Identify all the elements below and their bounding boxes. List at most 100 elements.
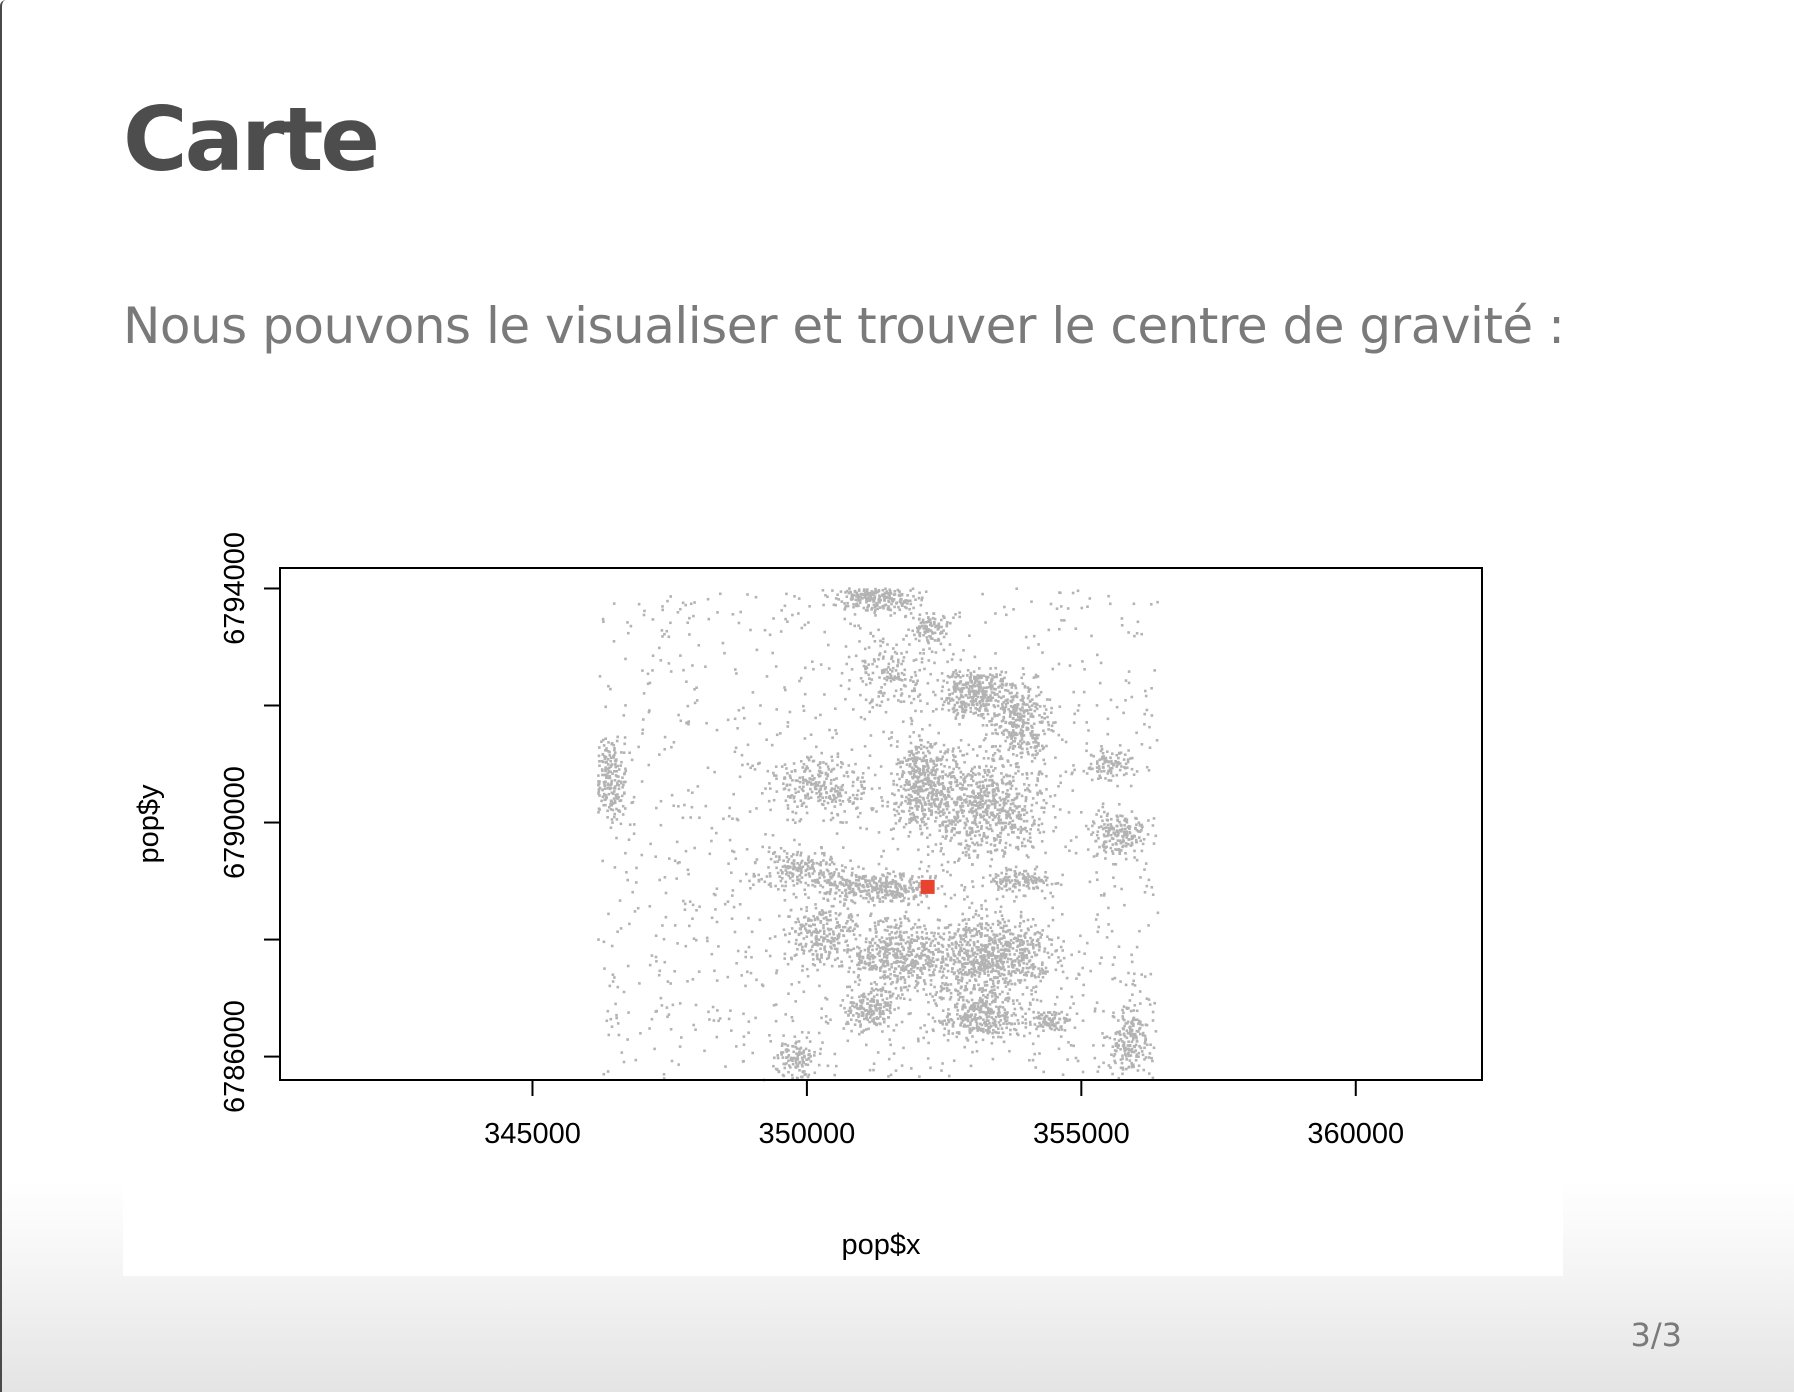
population-point <box>922 621 926 624</box>
population-point <box>890 602 893 606</box>
population-point <box>994 941 998 945</box>
population-point <box>987 827 990 831</box>
population-point <box>944 750 947 753</box>
population-point <box>996 976 999 979</box>
population-point <box>973 927 976 931</box>
population-point <box>1015 846 1018 849</box>
population-point <box>879 1015 882 1018</box>
population-point <box>1015 706 1018 709</box>
population-point <box>828 892 832 896</box>
population-point <box>945 697 949 700</box>
population-point <box>1001 990 1004 994</box>
population-point <box>982 775 985 778</box>
population-point <box>885 1008 889 1012</box>
population-point <box>1000 778 1004 782</box>
population-point <box>891 892 895 895</box>
population-point <box>995 723 998 726</box>
population-point <box>1010 736 1014 739</box>
population-point <box>956 1002 959 1006</box>
population-point <box>961 919 965 922</box>
population-point <box>1035 943 1038 947</box>
population-point <box>931 964 934 967</box>
population-point <box>1022 884 1025 887</box>
population-point <box>1021 682 1025 685</box>
population-point <box>1038 720 1042 724</box>
population-point <box>1010 731 1013 734</box>
population-point <box>815 937 819 941</box>
population-point <box>945 834 948 838</box>
population-point <box>1033 733 1036 737</box>
population-point <box>1002 775 1006 779</box>
population-point <box>997 970 1000 973</box>
population-point <box>967 848 970 851</box>
population-point <box>906 802 910 805</box>
population-point <box>979 1006 983 1009</box>
population-point <box>905 930 908 934</box>
population-point <box>875 1023 878 1027</box>
population-point <box>965 850 968 854</box>
population-point <box>970 949 974 953</box>
population-point <box>1006 759 1010 762</box>
population-point <box>912 813 915 817</box>
population-point <box>924 590 928 593</box>
population-point <box>951 788 955 791</box>
population-point <box>895 1023 898 1027</box>
population-point <box>879 919 882 922</box>
population-point <box>965 954 969 957</box>
population-point <box>1033 951 1036 954</box>
population-point <box>963 703 966 706</box>
population-point <box>835 886 838 890</box>
population-point <box>931 773 935 777</box>
population-point <box>1010 686 1014 689</box>
population-point <box>913 986 917 989</box>
population-point <box>991 717 994 720</box>
population-point <box>830 883 833 887</box>
population-point <box>910 961 913 965</box>
population-point <box>792 884 796 887</box>
population-point <box>1015 814 1019 818</box>
population-point <box>1006 698 1009 701</box>
population-point <box>995 966 999 969</box>
population-point <box>956 1013 959 1016</box>
population-point <box>979 700 982 703</box>
population-point <box>968 943 971 947</box>
population-point <box>818 771 822 774</box>
population-point <box>870 890 874 893</box>
population-point <box>895 980 899 984</box>
population-point <box>1052 1024 1056 1028</box>
population-point <box>971 863 974 866</box>
population-point <box>989 685 993 688</box>
population-point <box>947 1008 950 1011</box>
population-point <box>884 1004 887 1007</box>
population-point <box>927 961 930 964</box>
population-point <box>965 981 969 985</box>
population-point <box>980 917 983 920</box>
population-point <box>979 1007 983 1011</box>
population-point <box>807 884 810 887</box>
population-point <box>959 798 962 801</box>
population-point <box>889 1004 892 1007</box>
population-point <box>989 824 992 827</box>
population-point <box>1046 970 1049 973</box>
population-point <box>1036 878 1039 881</box>
population-point <box>897 965 901 968</box>
population-point <box>978 948 982 952</box>
population-point <box>913 756 917 759</box>
population-point <box>968 931 972 934</box>
population-point <box>1009 742 1012 746</box>
population-point <box>1032 986 1035 989</box>
population-point <box>1055 1021 1058 1025</box>
population-point <box>824 773 828 776</box>
population-point <box>915 954 918 958</box>
population-point <box>893 974 896 977</box>
population-point <box>931 995 934 998</box>
population-point <box>952 935 956 939</box>
population-point <box>852 970 856 974</box>
population-point <box>1009 733 1012 736</box>
population-point <box>1003 1011 1007 1015</box>
population-point <box>978 967 982 970</box>
population-point <box>841 882 844 886</box>
population-point <box>959 676 962 679</box>
population-point <box>889 892 893 896</box>
population-point <box>895 930 899 934</box>
